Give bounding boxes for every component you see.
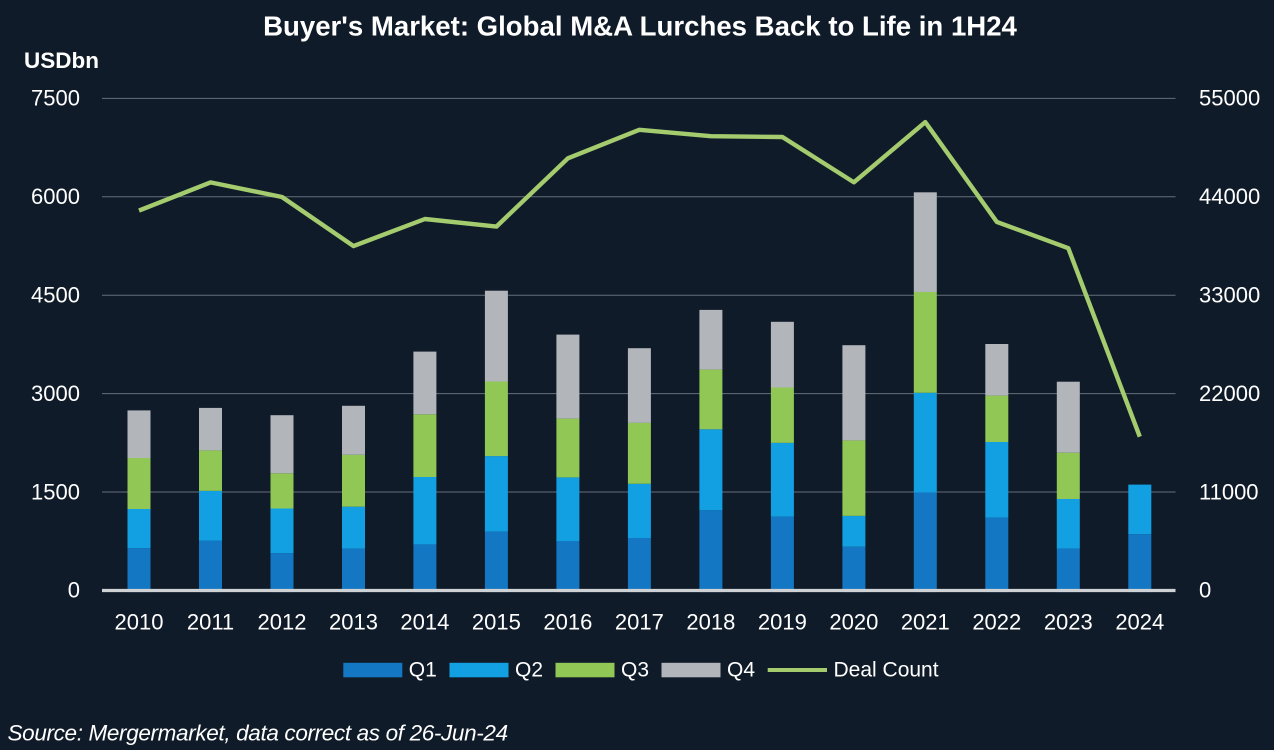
svg-text:0: 0 <box>68 577 80 602</box>
svg-text:3000: 3000 <box>31 381 80 406</box>
svg-text:Deal Count: Deal Count <box>834 659 939 682</box>
svg-text:0: 0 <box>1199 577 1211 602</box>
svg-text:2015: 2015 <box>472 610 521 635</box>
svg-text:2016: 2016 <box>543 610 592 635</box>
svg-text:2012: 2012 <box>258 610 307 635</box>
svg-text:Buyer's Market: Global M&A Lur: Buyer's Market: Global M&A Lurches Back … <box>263 11 1017 42</box>
svg-text:Source: Mergermarket, data cor: Source: Mergermarket, data correct as of… <box>8 721 508 746</box>
svg-text:11000: 11000 <box>1199 479 1259 504</box>
svg-text:Q4: Q4 <box>727 659 755 682</box>
svg-text:22000: 22000 <box>1199 381 1260 406</box>
svg-text:2019: 2019 <box>758 610 807 635</box>
svg-text:7500: 7500 <box>31 86 80 111</box>
svg-text:2020: 2020 <box>829 610 878 635</box>
svg-text:2011: 2011 <box>187 610 234 635</box>
svg-text:2017: 2017 <box>615 610 664 635</box>
svg-text:6000: 6000 <box>31 184 80 209</box>
svg-text:USDbn: USDbn <box>24 48 99 73</box>
svg-text:44000: 44000 <box>1199 184 1260 209</box>
svg-text:2022: 2022 <box>972 610 1021 635</box>
svg-text:2018: 2018 <box>686 610 735 635</box>
svg-text:Q2: Q2 <box>515 659 543 682</box>
svg-text:2013: 2013 <box>329 610 378 635</box>
svg-text:55000: 55000 <box>1199 86 1260 111</box>
svg-text:2021: 2021 <box>901 610 950 635</box>
svg-text:2023: 2023 <box>1044 610 1093 635</box>
svg-text:4500: 4500 <box>31 283 80 308</box>
svg-text:2024: 2024 <box>1115 610 1164 635</box>
svg-text:2010: 2010 <box>115 610 164 635</box>
svg-text:33000: 33000 <box>1199 283 1260 308</box>
svg-text:2014: 2014 <box>400 610 449 635</box>
svg-text:Q3: Q3 <box>621 659 649 682</box>
svg-text:Q1: Q1 <box>409 659 437 682</box>
svg-text:1500: 1500 <box>31 479 80 504</box>
